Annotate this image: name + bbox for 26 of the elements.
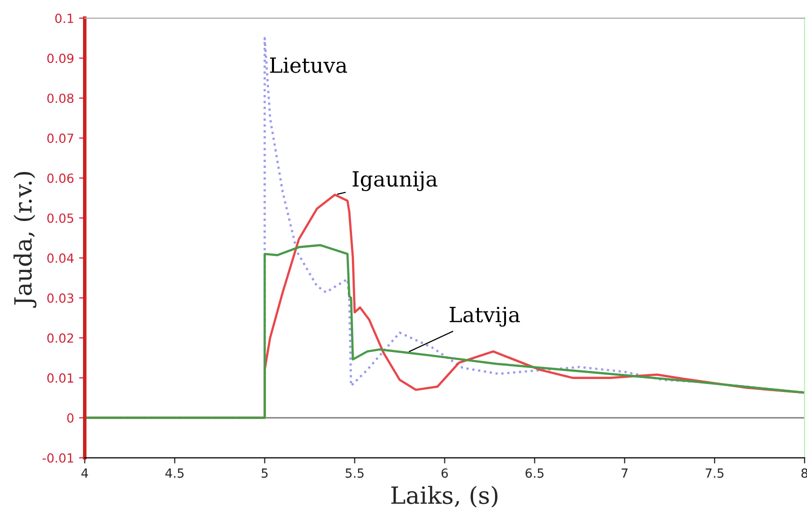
x-tick-label: 6: [442, 468, 448, 478]
x-tick-label: 5.5: [346, 468, 364, 478]
x-tick-label: 4: [81, 468, 88, 478]
y-tick-label: 0.04: [47, 253, 74, 263]
series-label: Lietuva: [270, 57, 348, 73]
x-tick-label: 7: [622, 468, 628, 478]
y-tick-label: -0.01: [42, 453, 74, 463]
y-tick-label: 0.02: [47, 333, 74, 343]
series-label: Igaunija: [352, 171, 438, 192]
y-tick-label: 0.09: [47, 54, 74, 64]
y-tick-label: 0.1: [55, 14, 74, 24]
x-axis-title: Laiks, (s): [391, 486, 498, 508]
x-tick-label: 7.5: [706, 468, 724, 478]
y-tick-label: 0.07: [47, 134, 74, 143]
y-tick-label: 0.06: [47, 173, 74, 183]
y-axis-title: Jauda, (r.v.): [14, 172, 36, 308]
y-tick-label: 0: [67, 413, 74, 423]
series-label: Latvija: [450, 306, 520, 327]
y-tick-label: 0.08: [47, 94, 74, 104]
x-tick-label: 6.5: [526, 468, 544, 478]
line-series: [84, 244, 805, 419]
y-tick-label: 0.05: [47, 213, 74, 223]
x-tick-label: 4.5: [165, 468, 184, 478]
y-tick-label: 0.03: [47, 293, 74, 303]
y-tick-label: 0.01: [47, 373, 74, 383]
x-tick-label: 5: [262, 468, 268, 478]
